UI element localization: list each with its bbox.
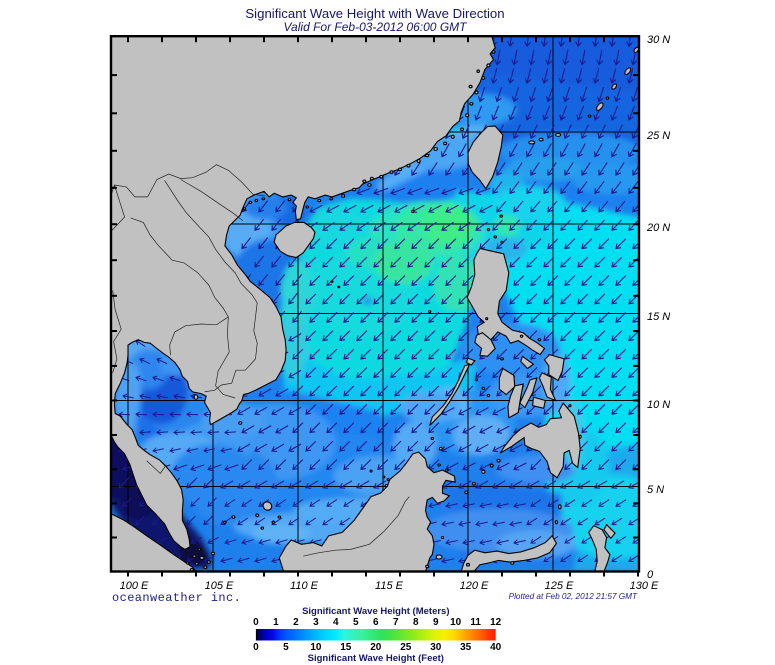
svg-text:Significant Wave Height (Meter: Significant Wave Height (Meters) [302, 606, 449, 617]
svg-text:0: 0 [647, 569, 654, 581]
svg-text:0: 0 [253, 642, 259, 653]
svg-text:15: 15 [340, 642, 352, 653]
svg-text:40: 40 [490, 642, 502, 653]
svg-text:Significant Wave Height (Feet): Significant Wave Height (Feet) [308, 653, 444, 664]
svg-text:6: 6 [373, 617, 379, 628]
svg-text:100 E: 100 E [120, 580, 149, 592]
svg-text:2: 2 [293, 617, 299, 628]
svg-text:5: 5 [353, 617, 359, 628]
svg-text:8: 8 [413, 617, 419, 628]
svg-text:30: 30 [430, 642, 442, 653]
svg-text:25: 25 [400, 642, 412, 653]
svg-text:25 N: 25 N [646, 130, 670, 142]
svg-text:3: 3 [313, 617, 319, 628]
svg-text:20: 20 [370, 642, 382, 653]
svg-text:110 E: 110 E [290, 580, 319, 592]
svg-text:125 E: 125 E [545, 580, 574, 592]
svg-text:9: 9 [433, 617, 439, 628]
svg-text:4: 4 [333, 617, 339, 628]
svg-text:Plotted at Feb 02, 2012 21:57: Plotted at Feb 02, 2012 21:57 GMT [509, 592, 638, 601]
svg-text:12: 12 [490, 617, 502, 628]
svg-text:11: 11 [470, 617, 481, 628]
svg-text:10 N: 10 N [647, 399, 670, 411]
svg-text:115 E: 115 E [375, 580, 404, 592]
svg-text:7: 7 [393, 617, 399, 628]
svg-text:105 E: 105 E [205, 580, 234, 592]
svg-text:130 E: 130 E [630, 580, 659, 592]
svg-text:15 N: 15 N [647, 311, 670, 323]
svg-text:30 N: 30 N [647, 34, 670, 46]
svg-text:oceanweather inc.: oceanweather inc. [112, 591, 241, 605]
svg-text:Significant Wave Height with W: Significant Wave Height with Wave Direct… [245, 6, 504, 21]
svg-text:0: 0 [253, 617, 259, 628]
svg-text:20 N: 20 N [646, 222, 670, 234]
svg-text:10: 10 [310, 642, 322, 653]
svg-text:5: 5 [283, 642, 289, 653]
svg-text:5 N: 5 N [647, 484, 664, 496]
svg-text:Valid For Feb-03-2012 06:00 GM: Valid For Feb-03-2012 06:00 GMT [284, 20, 469, 34]
svg-text:120 E: 120 E [460, 580, 489, 592]
svg-text:10: 10 [450, 617, 462, 628]
svg-text:1: 1 [273, 617, 279, 628]
svg-text:35: 35 [460, 642, 472, 653]
